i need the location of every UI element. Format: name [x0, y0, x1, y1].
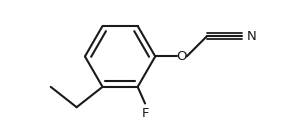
Text: F: F: [141, 107, 149, 120]
Text: N: N: [247, 30, 257, 43]
Text: O: O: [176, 50, 186, 63]
